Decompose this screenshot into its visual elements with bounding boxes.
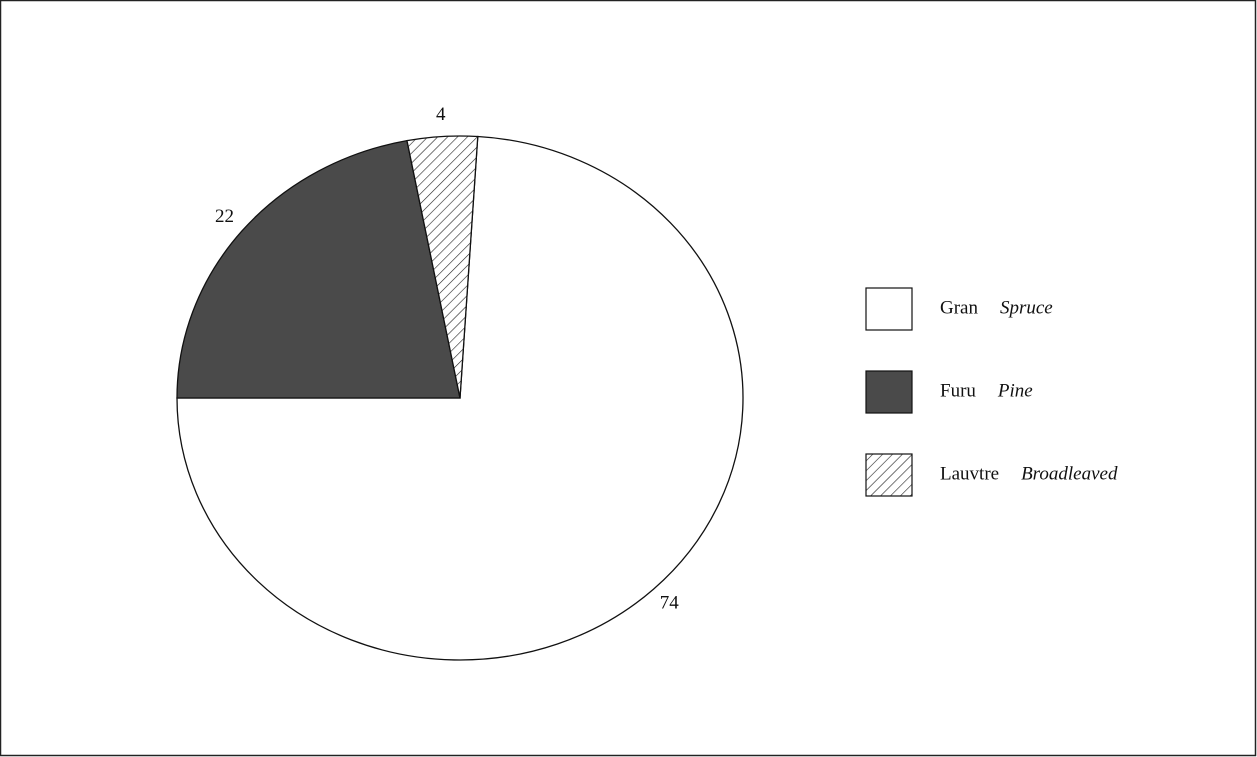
legend-label: Lauvtre xyxy=(940,463,999,484)
legend-label: Furu xyxy=(940,380,976,401)
legend-label-english: Pine xyxy=(997,380,1033,401)
legend-swatch xyxy=(865,287,913,331)
pie: 74 22 4 xyxy=(176,104,744,661)
legend-label-english: Broadleaved xyxy=(1021,463,1118,484)
legend-swatch xyxy=(865,453,913,497)
data-label: 74 xyxy=(660,593,680,614)
data-label: 22 xyxy=(215,206,234,227)
legend: Gran Spruce Furu Pine Lauvtre Broadleaved xyxy=(865,287,1118,497)
pie-slice xyxy=(406,135,479,399)
legend-swatch xyxy=(865,370,913,414)
legend-label-english: Spruce xyxy=(1000,297,1053,318)
legend-label: Gran xyxy=(940,297,978,318)
pie-slice xyxy=(176,139,461,399)
data-label: 4 xyxy=(436,104,446,125)
